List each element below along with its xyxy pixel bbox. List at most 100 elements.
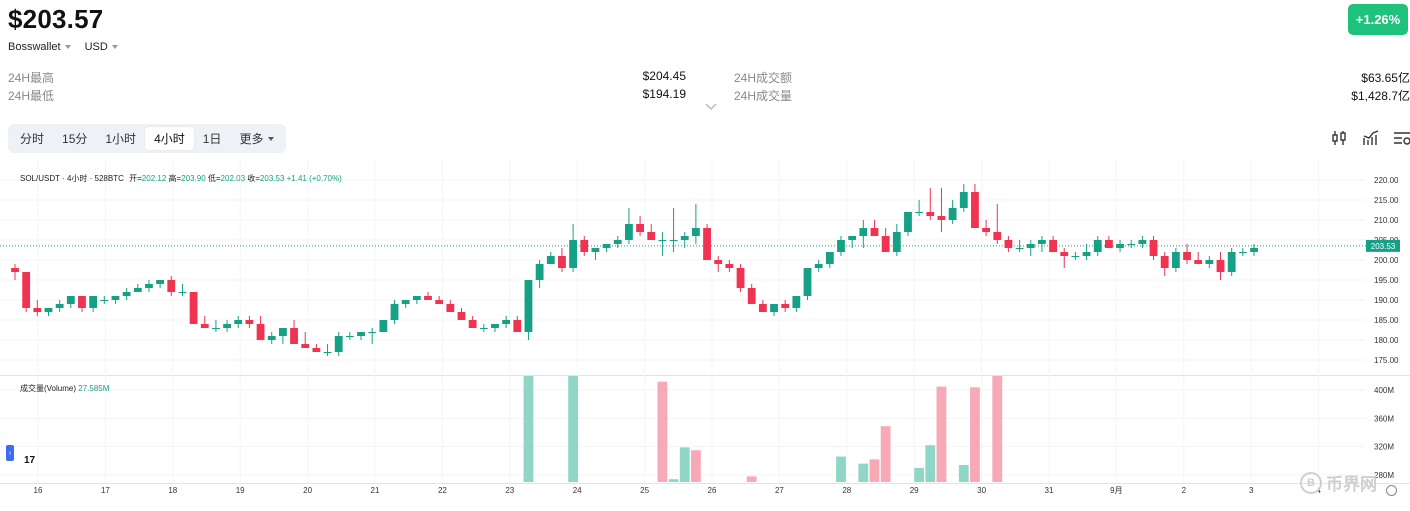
- price-tick-label: 200.00: [1374, 256, 1399, 265]
- candle-body: [1171, 252, 1180, 268]
- candle: [758, 300, 767, 312]
- candle: [1227, 248, 1236, 276]
- last-price-label: 203.53: [1371, 242, 1396, 251]
- candlestick-icon[interactable]: [1330, 129, 1348, 147]
- candle-body: [993, 232, 1002, 240]
- candle-body: [301, 344, 310, 348]
- time-tick-label: 24: [573, 486, 582, 495]
- candle-body: [345, 336, 354, 337]
- bitcoin-icon: B: [1300, 471, 1322, 494]
- candle: [122, 288, 131, 300]
- candle: [424, 292, 432, 300]
- candle-body: [390, 304, 399, 320]
- volume-tick-label: 320M: [1374, 443, 1394, 452]
- volume-bar: [858, 463, 869, 482]
- currency-select[interactable]: USD: [85, 41, 118, 53]
- candle: [1026, 240, 1035, 256]
- price-change-badge: +1.26%: [1348, 4, 1408, 35]
- candle: [167, 276, 176, 296]
- candle-body: [937, 216, 946, 220]
- price-chart[interactable]: 220.00215.00210.00205.00200.00195.00190.…: [0, 160, 1410, 511]
- candle-body: [926, 212, 935, 216]
- candle: [133, 284, 142, 292]
- candle: [1149, 236, 1158, 260]
- tab-1h[interactable]: 1小时: [105, 132, 137, 146]
- candle-body: [1049, 240, 1057, 252]
- candle-body: [714, 260, 723, 264]
- candle-body: [379, 320, 388, 332]
- candle-body: [524, 280, 533, 332]
- price-tick-label: 215.00: [1374, 196, 1399, 205]
- candle-body: [200, 324, 209, 328]
- sidebar-toggle-handle[interactable]: ›: [6, 445, 14, 461]
- candle-body: [1015, 248, 1024, 249]
- chevron-down-icon[interactable]: [705, 103, 717, 111]
- candle: [625, 208, 633, 244]
- candle: [256, 316, 265, 340]
- candle-body: [446, 304, 455, 312]
- volume-bar: [958, 465, 969, 482]
- candle: [1060, 248, 1069, 268]
- chart-settings-icon[interactable]: [1393, 129, 1410, 147]
- tab-timeline[interactable]: 分时: [20, 132, 45, 146]
- candle: [1049, 236, 1057, 252]
- candle-body: [435, 300, 444, 304]
- tab-1d[interactable]: 1日: [202, 132, 222, 146]
- exchange-select[interactable]: Bosswallet: [8, 41, 71, 53]
- candle: [792, 296, 801, 312]
- candle-body: [457, 312, 466, 320]
- candle-body: [502, 320, 511, 324]
- candle-body: [1149, 240, 1158, 256]
- tab-4h[interactable]: 4小时: [145, 127, 194, 150]
- candle-body: [334, 336, 343, 352]
- volume-bar: [523, 376, 534, 482]
- time-tick-label: 21: [371, 486, 380, 495]
- candle-body: [959, 192, 968, 208]
- candle: [11, 264, 19, 280]
- candle: [290, 320, 298, 344]
- price-tick-label: 210.00: [1374, 216, 1399, 225]
- low-value: $194.19: [642, 87, 686, 101]
- candle-body: [479, 328, 488, 329]
- turnover-value: $63.65亿: [1361, 71, 1410, 85]
- candle-body: [591, 248, 600, 252]
- legend-open: 202.12: [141, 174, 167, 183]
- candle: [1171, 248, 1180, 272]
- candle: [881, 228, 890, 252]
- legend-low-label: 低=: [207, 174, 221, 183]
- candle-body: [814, 264, 823, 268]
- tab-15m[interactable]: 15分: [62, 132, 88, 146]
- candle: [111, 296, 120, 304]
- legend-high: 203.90: [181, 174, 206, 183]
- candle: [100, 296, 109, 304]
- volume-label: 24H成交量: [734, 89, 793, 103]
- candle-body: [691, 228, 700, 236]
- line-chart-icon[interactable]: [1362, 129, 1380, 147]
- volume-legend: 成交量(Volume) 27.585M: [20, 383, 109, 394]
- candle-body: [658, 240, 667, 241]
- candle: [524, 280, 533, 340]
- candle-body: [357, 332, 365, 336]
- candle: [870, 220, 879, 236]
- price-tick-label: 180.00: [1374, 336, 1399, 345]
- candle-body: [558, 256, 566, 268]
- candle: [825, 252, 834, 268]
- candle: [680, 232, 689, 248]
- candle-body: [111, 296, 120, 300]
- candle: [859, 220, 868, 248]
- high-value: $204.45: [642, 69, 686, 83]
- candle: [803, 268, 812, 300]
- tab-more[interactable]: 更多: [230, 127, 283, 150]
- candle-body: [1004, 240, 1013, 248]
- candle-body: [44, 308, 53, 312]
- candle: [334, 332, 343, 356]
- candle-body: [892, 232, 901, 252]
- legend-change: +1.41 (+0.70%): [286, 174, 342, 183]
- candle: [658, 232, 667, 256]
- candle-body: [66, 296, 75, 304]
- candle-body: [1060, 252, 1069, 256]
- gear-icon[interactable]: [1386, 485, 1397, 496]
- candle: [33, 300, 42, 316]
- candle-body: [178, 292, 187, 293]
- time-tick-label: 20: [303, 486, 312, 495]
